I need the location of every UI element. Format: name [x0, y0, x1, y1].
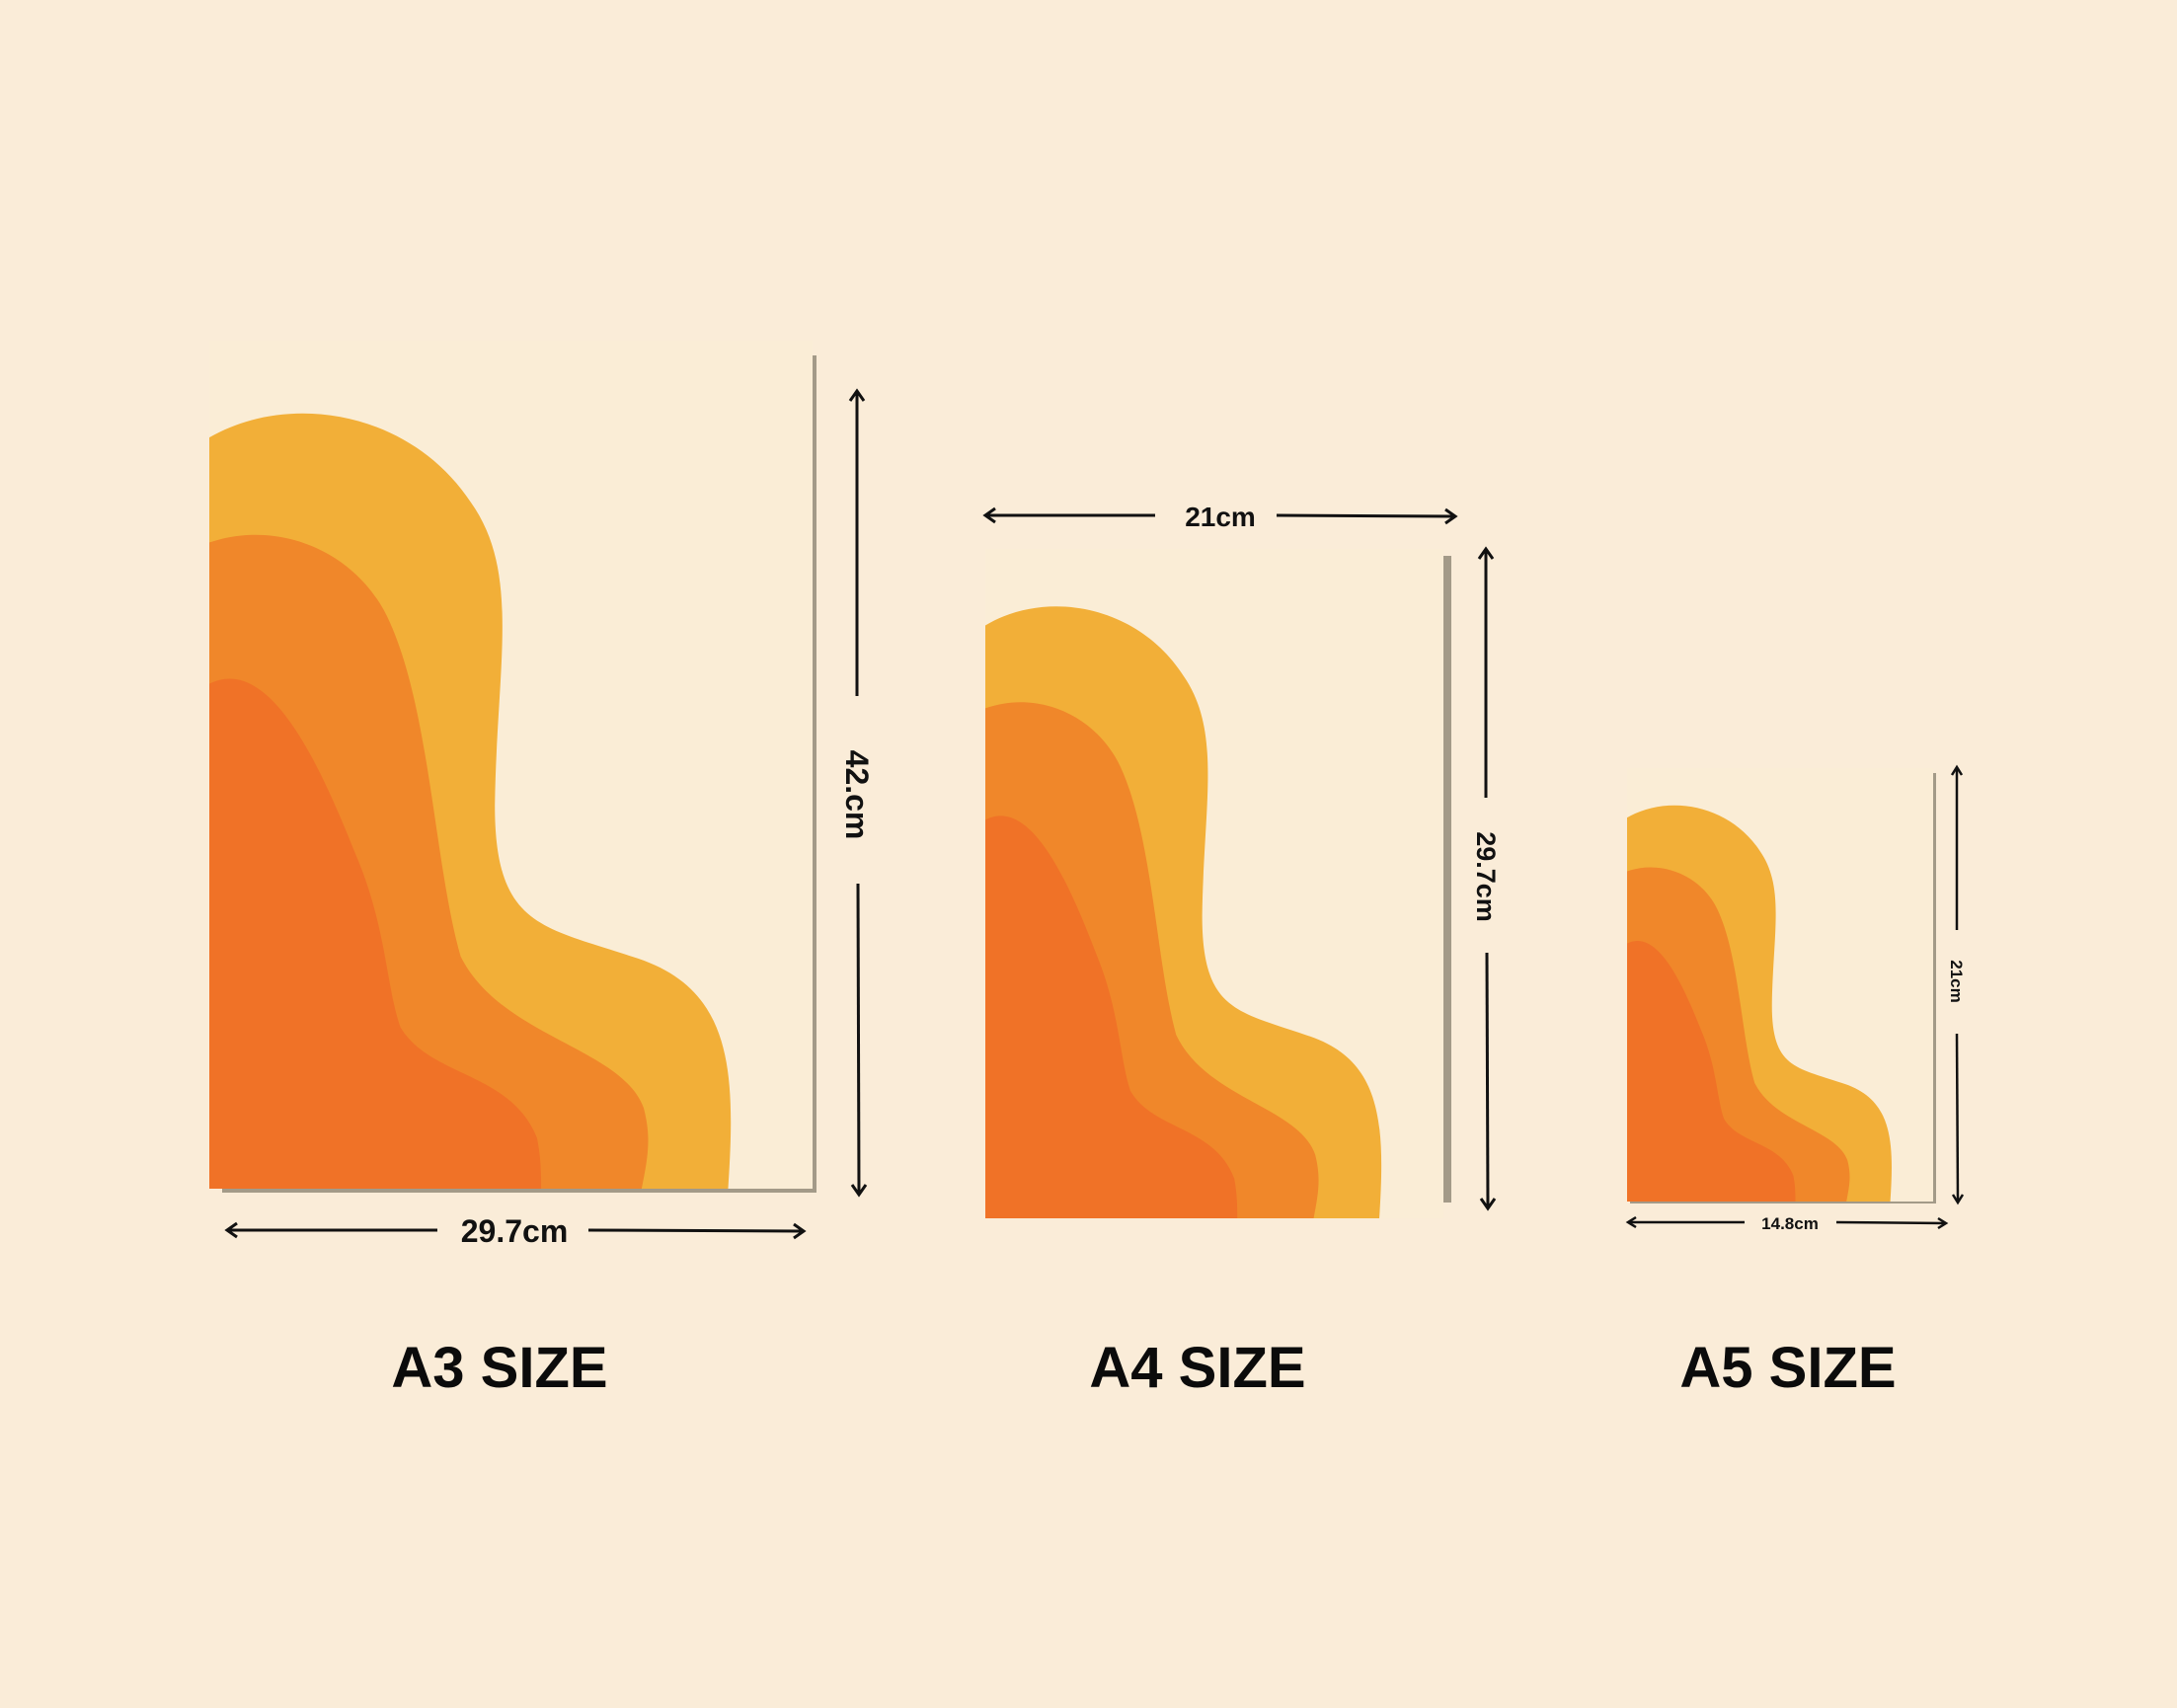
a5-poster: [1627, 768, 1936, 1203]
a3-width-arrow: [224, 1221, 807, 1240]
a3-height-arrow: [848, 388, 868, 1198]
a4-height-label: 29.7cm: [1471, 831, 1501, 922]
a3-size-caption: A3 SIZE: [391, 1336, 608, 1400]
a5-height-label: 21cm: [1947, 960, 1966, 1002]
a4-poster-artwork: [985, 549, 1444, 1219]
a5-height-arrow: [1950, 764, 1965, 1205]
a5-width-arrow: [1625, 1215, 1949, 1230]
a4-width-label: 21cm: [1185, 502, 1256, 532]
a3-height-label: 42.cm: [839, 750, 875, 840]
a4-height-arrow: [1477, 546, 1497, 1211]
a5-width-label: 14.8cm: [1761, 1214, 1819, 1233]
a5-poster-artwork: [1627, 768, 1933, 1202]
a4-width-arrow: [982, 506, 1458, 525]
a4-poster: [985, 549, 1451, 1219]
a3-poster-artwork: [209, 341, 814, 1189]
a4-size-caption: A4 SIZE: [1089, 1336, 1306, 1400]
a5-size-caption: A5 SIZE: [1679, 1336, 1897, 1400]
a3-poster: [209, 341, 816, 1193]
a3-width-label: 29.7cm: [461, 1213, 569, 1249]
